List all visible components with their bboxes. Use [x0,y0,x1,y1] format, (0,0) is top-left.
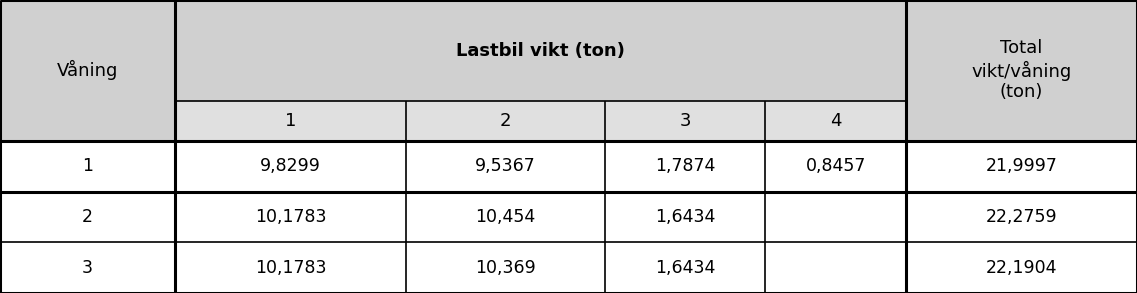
Text: Lastbil vikt (ton): Lastbil vikt (ton) [456,42,625,59]
Bar [906,242,1137,293]
Bar [0,0,175,141]
Text: 10,369: 10,369 [475,259,537,277]
Text: 1: 1 [82,157,93,175]
Text: 1,6434: 1,6434 [655,259,715,277]
Text: 1,7874: 1,7874 [655,157,715,175]
Text: 0,8457: 0,8457 [805,157,865,175]
Text: 4: 4 [830,112,841,130]
Bar [765,101,906,141]
Bar [406,242,605,293]
Bar [406,101,605,141]
Bar [906,0,1137,141]
Text: 10,1783: 10,1783 [255,208,326,226]
Text: Våning: Våning [57,60,118,81]
Text: 9,5367: 9,5367 [475,157,537,175]
Text: Total
vikt/våning
(ton): Total vikt/våning (ton) [971,39,1072,101]
Bar [765,192,906,242]
Bar [0,242,175,293]
Bar [765,242,906,293]
Bar [406,192,605,242]
Bar [175,242,406,293]
Text: 1,6434: 1,6434 [655,208,715,226]
Bar [605,192,765,242]
Bar [605,141,765,192]
Text: 10,1783: 10,1783 [255,259,326,277]
Text: 2: 2 [500,112,512,130]
Bar [175,141,406,192]
Bar [175,192,406,242]
Bar [0,192,175,242]
Text: 21,9997: 21,9997 [986,157,1057,175]
Bar [175,0,906,101]
Text: 2: 2 [82,208,93,226]
Text: 3: 3 [680,112,691,130]
Bar [0,141,175,192]
Bar [605,101,765,141]
Text: 1: 1 [285,112,297,130]
Text: 22,1904: 22,1904 [986,259,1057,277]
Text: 3: 3 [82,259,93,277]
Text: 9,8299: 9,8299 [260,157,321,175]
Bar [175,101,406,141]
Text: 10,454: 10,454 [475,208,536,226]
Bar [605,242,765,293]
Bar [406,141,605,192]
Text: 22,2759: 22,2759 [986,208,1057,226]
Bar [906,192,1137,242]
Bar [906,141,1137,192]
Bar [765,141,906,192]
